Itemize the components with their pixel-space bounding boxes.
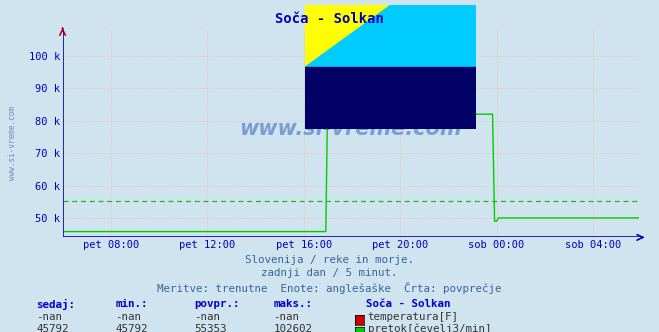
Text: 45792: 45792 bbox=[36, 324, 69, 332]
Text: -nan: -nan bbox=[194, 312, 220, 322]
Text: temperatura[F]: temperatura[F] bbox=[368, 312, 459, 322]
Polygon shape bbox=[304, 67, 476, 129]
Text: www.si-vreme.com: www.si-vreme.com bbox=[240, 120, 462, 139]
Text: Soča - Solkan: Soča - Solkan bbox=[275, 12, 384, 26]
Text: -nan: -nan bbox=[115, 312, 141, 322]
Text: min.:: min.: bbox=[115, 299, 148, 309]
Text: Slovenija / reke in morje.: Slovenija / reke in morje. bbox=[245, 255, 414, 265]
Text: Soča - Solkan: Soča - Solkan bbox=[366, 299, 450, 309]
Text: www.si-vreme.com: www.si-vreme.com bbox=[8, 106, 17, 180]
Text: povpr.:: povpr.: bbox=[194, 299, 240, 309]
Text: sedaj:: sedaj: bbox=[36, 299, 75, 310]
Text: maks.:: maks.: bbox=[273, 299, 312, 309]
Text: Meritve: trenutne  Enote: anglešaške  Črta: povprečje: Meritve: trenutne Enote: anglešaške Črta… bbox=[158, 282, 501, 293]
Text: 102602: 102602 bbox=[273, 324, 312, 332]
Text: pretok[čevelj3/min]: pretok[čevelj3/min] bbox=[368, 324, 491, 332]
Text: -nan: -nan bbox=[36, 312, 62, 322]
Text: -nan: -nan bbox=[273, 312, 299, 322]
Polygon shape bbox=[304, 5, 476, 67]
Polygon shape bbox=[304, 5, 390, 67]
Text: 55353: 55353 bbox=[194, 324, 227, 332]
Text: zadnji dan / 5 minut.: zadnji dan / 5 minut. bbox=[261, 268, 398, 278]
Text: 45792: 45792 bbox=[115, 324, 148, 332]
